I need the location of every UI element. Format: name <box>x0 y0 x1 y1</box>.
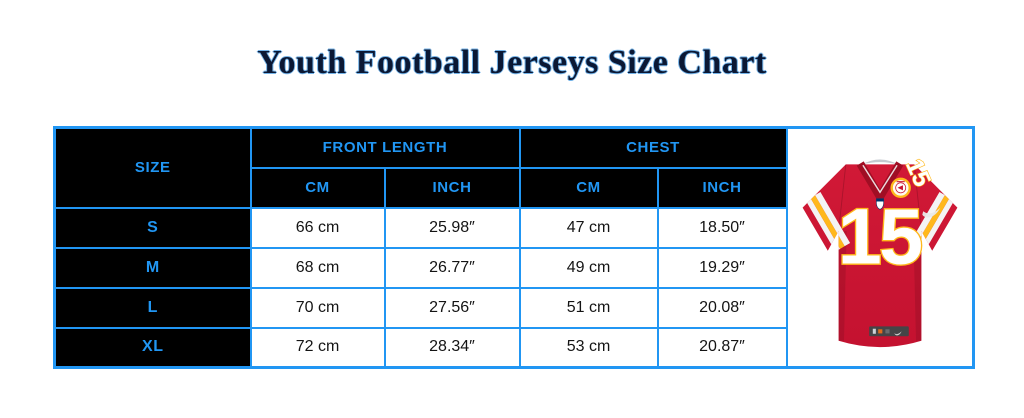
front-length-inch-value: 27.56″ <box>383 286 521 329</box>
header-front-cm: CM <box>249 166 386 209</box>
collar-piping <box>862 164 898 194</box>
front-length-inch-value: 25.98″ <box>383 206 521 249</box>
chest-inch-value: 20.87″ <box>656 326 788 369</box>
nfl-shield-icon <box>875 198 884 210</box>
size-cell: M <box>53 246 252 289</box>
jersey-number: 15 <box>838 191 921 280</box>
jock-tag <box>868 326 909 337</box>
page-title: Youth Football Jerseys Size Chart <box>257 44 767 81</box>
header-row-units: CM INCH CM INCH <box>55 166 974 209</box>
left-sleeve-stripes <box>805 192 850 252</box>
table-row-xl: XL 72 cm 28.34″ 53 cm 20.87″ <box>53 326 974 369</box>
front-length-inch-value: 26.77″ <box>383 246 521 289</box>
jersey-cell: 15 15 <box>785 126 975 369</box>
table-row-m: M 68 cm 26.77″ 49 cm 19.29″ <box>53 246 974 289</box>
chest-cm-value: 53 cm <box>518 326 659 369</box>
chest-cm-value: 47 cm <box>518 206 659 249</box>
team-patch-icon <box>890 177 911 198</box>
chest-inch-value: 20.08″ <box>656 286 788 329</box>
table-row-s: S 66 cm 25.98″ 47 cm 18.50″ <box>53 206 974 249</box>
header-row-groups: SIZE FRONT LENGTH CHEST <box>53 126 975 369</box>
size-cell: XL <box>53 326 252 369</box>
chest-cm-value: 51 cm <box>518 286 659 329</box>
jersey-image: 15 15 <box>802 154 958 348</box>
chest-cm-value: 49 cm <box>518 246 659 289</box>
front-length-cm-value: 70 cm <box>249 286 386 329</box>
header-chest: CHEST <box>518 126 788 169</box>
front-length-inch-value: 28.34″ <box>383 326 521 369</box>
header-chest-cm: CM <box>518 166 659 209</box>
front-length-cm-value: 68 cm <box>249 246 386 289</box>
chest-inch-value: 19.29″ <box>656 246 788 289</box>
size-chart-table: SIZE FRONT LENGTH CHEST <box>53 126 975 369</box>
chest-inch-value: 18.50″ <box>656 206 788 249</box>
jersey-body <box>802 164 958 348</box>
size-cell: L <box>53 286 252 329</box>
header-size: SIZE <box>53 126 252 209</box>
table-row-l: L 70 cm 27.56″ 51 cm 20.08″ <box>53 286 974 329</box>
front-length-cm-value: 66 cm <box>249 206 386 249</box>
header-front-inch: INCH <box>383 166 521 209</box>
collar-band <box>856 161 904 205</box>
size-cell: S <box>53 206 252 249</box>
swoosh-icon <box>922 207 941 218</box>
header-front-length: FRONT LENGTH <box>249 126 521 169</box>
header-chest-inch: INCH <box>656 166 788 209</box>
collar-back <box>861 159 898 165</box>
front-length-cm-value: 72 cm <box>249 326 386 369</box>
